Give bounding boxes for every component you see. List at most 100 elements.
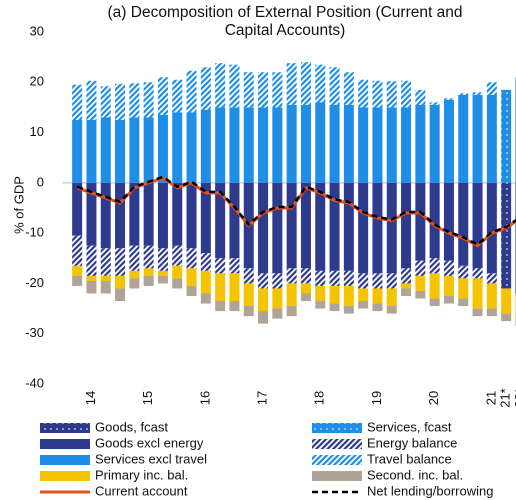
bar-segment: [358, 301, 369, 309]
y-tick-label: 0: [37, 174, 44, 189]
bar-segment: [486, 308, 497, 317]
legend-swatch: [40, 439, 90, 449]
bar-segment: [143, 182, 154, 246]
legend-label: Primary inc. bal.: [95, 467, 188, 482]
bar-segment: [200, 109, 211, 183]
x-tick-label: 20: [426, 391, 441, 405]
bar-segment: [272, 107, 283, 183]
bar-segment: [343, 270, 354, 286]
bar-segment: [415, 182, 426, 261]
bar-segment: [501, 89, 512, 183]
bar-segment: [372, 80, 383, 108]
bar-segment: [300, 62, 311, 105]
bar-segment: [86, 245, 97, 276]
bar-segment: [486, 82, 497, 95]
bar-segment: [401, 182, 412, 269]
bar-segment: [229, 182, 240, 259]
legend-swatch: [312, 455, 362, 465]
bar-segment: [186, 112, 197, 183]
bar-segment: [343, 72, 354, 105]
bar-segment: [86, 80, 97, 120]
bar-segment: [286, 283, 297, 307]
bar-segment: [443, 99, 454, 183]
bar-segment: [472, 268, 483, 279]
bar-segment: [315, 182, 326, 271]
bar-segment: [157, 114, 168, 183]
bar-segment: [372, 303, 383, 312]
bar-segment: [472, 94, 483, 183]
x-tick-label: 22*: [512, 388, 516, 408]
bar-segment: [343, 306, 354, 314]
bar-segment: [415, 290, 426, 299]
bar-segment: [143, 268, 154, 276]
bar-segment: [200, 270, 211, 294]
bar-segment: [86, 275, 97, 281]
y-tick-label: -20: [25, 275, 44, 290]
bar-segment: [258, 182, 269, 274]
bar-segment: [372, 107, 383, 183]
bar-segment: [443, 260, 454, 276]
bar-segment: [501, 182, 512, 289]
bar-segment: [258, 72, 269, 108]
bar-segment: [186, 268, 197, 286]
bar-segment: [243, 107, 254, 183]
bar-segment: [215, 63, 226, 108]
legend-label: Second. inc. bal.: [367, 467, 463, 482]
bar-segment: [286, 104, 297, 183]
bar-segment: [343, 104, 354, 183]
bar-segment: [415, 275, 426, 291]
bar-segment: [115, 120, 126, 183]
bar-segment: [386, 273, 397, 289]
bar-segment: [300, 268, 311, 284]
bar-segment: [358, 79, 369, 108]
bar-segment: [458, 94, 469, 183]
bar-segment: [86, 120, 97, 183]
bar-segment: [229, 64, 240, 108]
bar-segment: [157, 77, 168, 115]
bar-segment: [415, 260, 426, 276]
bar-segment: [401, 283, 412, 289]
bar-segment: [72, 120, 83, 183]
bar-segment: [429, 273, 440, 299]
bar-segment: [100, 280, 111, 294]
bar-segment: [286, 306, 297, 317]
bar-segment: [386, 288, 397, 307]
bar-segment: [315, 270, 326, 286]
bar-segment: [115, 248, 126, 276]
bar-segment: [358, 107, 369, 183]
bar-segment: [86, 280, 97, 294]
bar-segment: [315, 102, 326, 183]
bar-segment: [72, 235, 83, 266]
bar-segment: [286, 63, 297, 105]
bar-segment: [386, 182, 397, 274]
bar-segment: [100, 182, 111, 249]
bar-segment: [472, 182, 483, 269]
bar-segment: [143, 117, 154, 183]
bar-segment: [157, 182, 168, 249]
bar-segment: [258, 273, 269, 289]
bar-segment: [129, 278, 140, 289]
bar-segment: [458, 265, 469, 279]
bar-segment: [443, 182, 454, 261]
bar-segment: [329, 303, 340, 312]
bar-segment: [215, 258, 226, 274]
legend-swatch: [40, 455, 90, 465]
bar-segment: [429, 102, 440, 105]
bar-segment: [200, 182, 211, 254]
bar-segment: [429, 104, 440, 183]
bar-segment: [200, 253, 211, 271]
legend-swatch: [312, 439, 362, 449]
bar-segment: [329, 104, 340, 183]
bar-segment: [372, 182, 383, 274]
bar-segment: [315, 64, 326, 103]
bar-segment: [415, 104, 426, 183]
x-tick-label: 19: [369, 391, 384, 405]
bar-segment: [315, 301, 326, 309]
bar-segment: [72, 275, 83, 286]
bar-segment: [143, 245, 154, 269]
y-tick-label: 20: [30, 74, 44, 89]
bar-segment: [243, 283, 254, 307]
y-axis-label: % of GDP: [11, 176, 26, 234]
bar-segment: [258, 311, 269, 324]
